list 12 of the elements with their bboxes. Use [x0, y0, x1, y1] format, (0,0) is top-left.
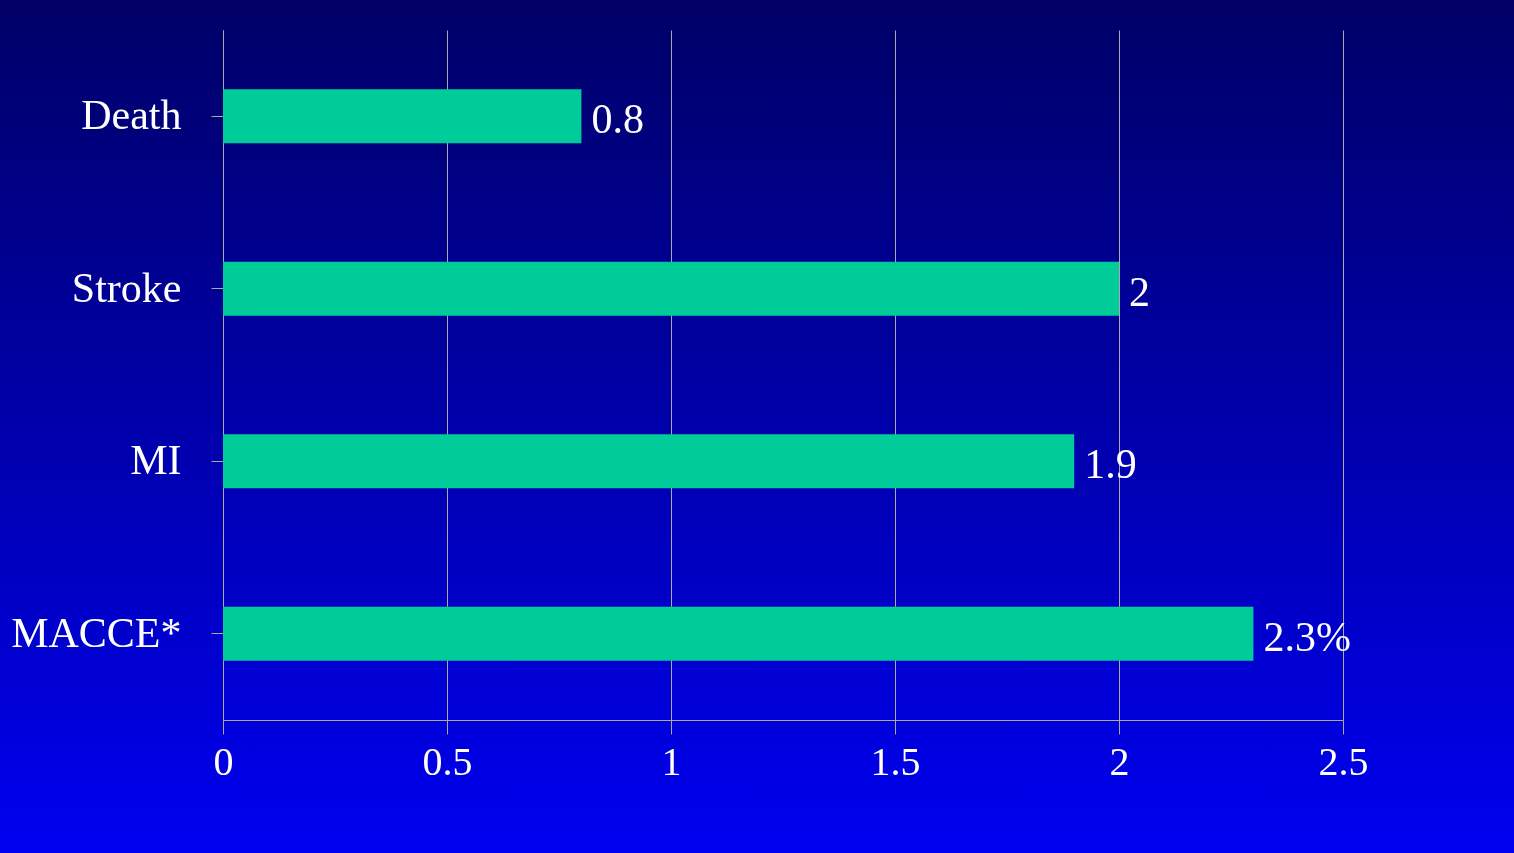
y-tick-label: MACCE* — [11, 609, 182, 656]
y-tick-label: MI — [130, 437, 182, 484]
data-label: 2 — [1129, 268, 1150, 315]
data-label: 0.8 — [591, 96, 644, 143]
x-tick-label: 1 — [661, 738, 682, 784]
y-tick-label: Stroke — [71, 264, 182, 311]
y-tick-label: Death — [81, 92, 182, 139]
x-tick-label: 2 — [1109, 738, 1130, 784]
x-tick-label: 0.5 — [422, 738, 473, 784]
x-tick-label: 1.5 — [870, 738, 921, 784]
x-tick-label: 2.5 — [1318, 738, 1369, 784]
x-tick-label: 0 — [213, 738, 234, 784]
